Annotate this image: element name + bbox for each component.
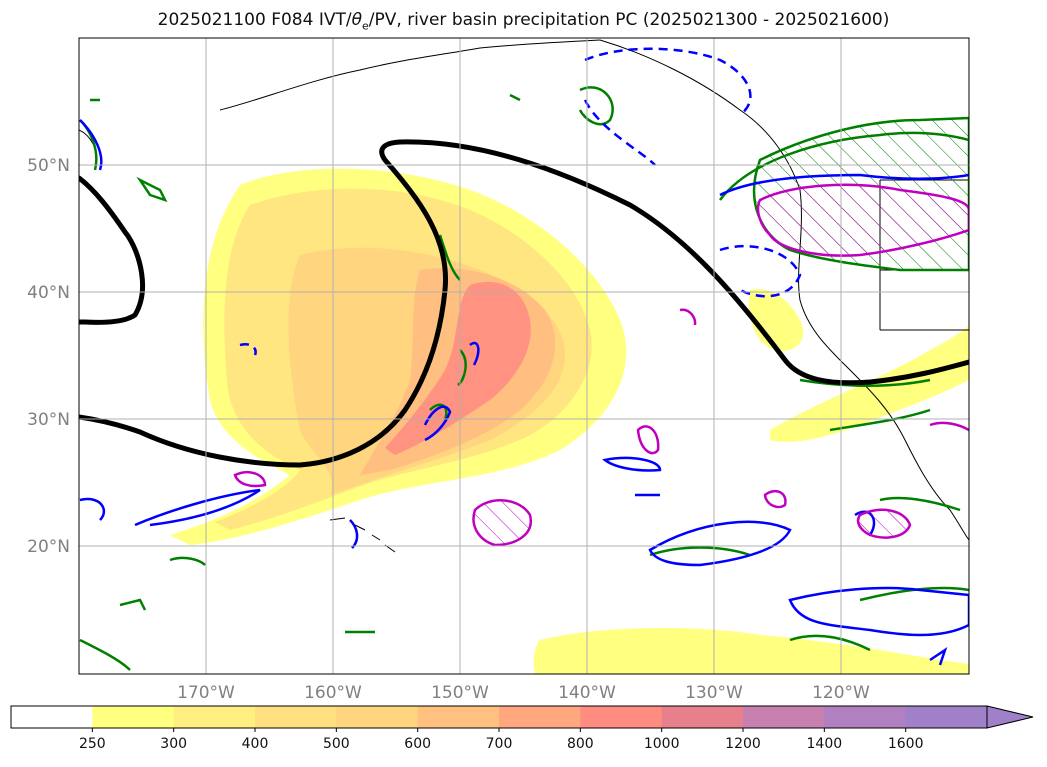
lat-label: 40°N: [27, 283, 70, 303]
colorbar-swatch: [743, 706, 825, 728]
colorbar-tick-label: 250: [79, 736, 106, 752]
colorbar-swatch: [11, 706, 93, 728]
lon-label: 150°W: [431, 683, 489, 703]
colorbar-tick-label: 1400: [807, 736, 843, 752]
lon-label: 160°W: [304, 683, 362, 703]
colorbar-swatch: [417, 706, 500, 728]
ivt-shading: [170, 168, 969, 674]
precip-pc-high-contours: [233, 183, 969, 547]
lon-label: 170°W: [177, 683, 235, 703]
colorbar-tick-label: 1600: [888, 736, 924, 752]
ivt-level-250-south: [533, 628, 969, 674]
lat-label: 50°N: [27, 156, 70, 176]
colorbar-swatch: [255, 706, 337, 728]
ivt-level-250-east: [748, 289, 969, 442]
lat-label: 20°N: [27, 537, 70, 557]
colorbar-tick-label: 500: [323, 736, 350, 752]
lon-labels: 170°W 160°W 150°W 140°W 130°W 120°W: [177, 683, 870, 703]
figure-title: 2025021100 F084 IVT/θe/PV, river basin p…: [157, 10, 890, 33]
colorbar-extend-arrow: [986, 705, 1034, 729]
lon-label: 120°W: [812, 683, 870, 703]
colorbar-tick-label: 1000: [644, 736, 680, 752]
colorbar-tick-label: 400: [242, 736, 269, 752]
lon-label: 140°W: [558, 683, 616, 703]
colorbar-swatch: [580, 706, 663, 728]
colorbar-tick-label: 800: [567, 736, 594, 752]
colorbar-swatch: [173, 706, 256, 728]
colorbar-tick-label: 600: [404, 736, 431, 752]
colorbar-swatch: [824, 706, 907, 728]
lat-label: 30°N: [27, 410, 70, 430]
lat-labels: 50°N 40°N 30°N 20°N: [27, 156, 70, 557]
ivt-level-800: [385, 281, 531, 455]
theta-e-contours: [79, 47, 969, 666]
map-frame: [78, 37, 970, 675]
lon-label: 130°W: [685, 683, 743, 703]
colorbar-tick-label: 300: [160, 736, 187, 752]
graticule: [79, 38, 969, 674]
pv-contour: [79, 139, 969, 468]
map-plot-area: [79, 38, 969, 674]
colorbar-swatch: [661, 706, 744, 728]
colorbar-tick-label: 700: [486, 736, 513, 752]
colorbar-tick-label: 1200: [725, 736, 761, 752]
colorbar: 250 300 400 500 600 700 800 1000 1200 1400 1600: [10, 705, 1034, 752]
colorbar-swatch: [336, 706, 419, 728]
colorbar-swatch: [499, 706, 581, 728]
colorbar-swatch: [92, 706, 175, 728]
colorbar-swatch: [905, 706, 988, 728]
